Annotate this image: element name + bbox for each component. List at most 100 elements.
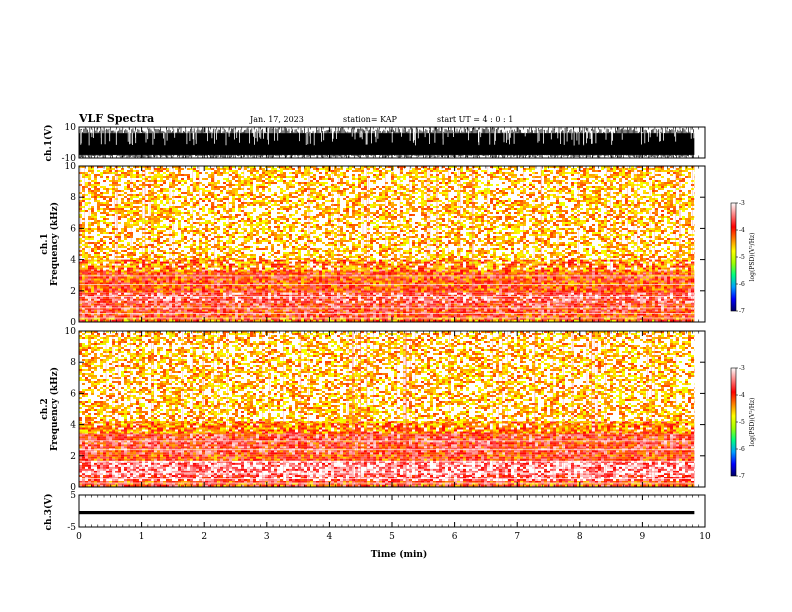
ch1-waveform-gaps [80,127,695,146]
spectrogram-cell [253,278,256,281]
spectrogram-cell [313,317,316,320]
spectrogram-cell [91,278,94,281]
spectrogram-cell [511,319,514,322]
spectrogram-cell [85,300,88,303]
spectrogram-cell [235,272,238,275]
spectrogram-cell [202,296,205,299]
spectrogram-cell [79,317,82,320]
spectrogram-cell [262,270,265,273]
spectrogram-cell [628,292,631,295]
spectrogram-cell [520,298,523,301]
spectrogram-cell [316,303,319,306]
spectrogram-cell [322,278,325,281]
spectrogram-cell [295,303,298,306]
spectrogram-cell [100,305,103,308]
spectrogram-cell [163,280,166,283]
spectrogram-cell [517,313,520,316]
spectrogram-cell [460,292,463,295]
spectrogram-cell [133,307,136,310]
spectrogram-cell [553,276,556,279]
spectrogram-cell [376,292,379,295]
spectrogram-cell [121,303,124,306]
spectrogram-cell [283,294,286,297]
spectrogram-cell [538,298,541,301]
spectrogram-cell [118,303,121,306]
spectrogram-cell [193,305,196,308]
spectrogram-cell [121,294,124,297]
spectrogram-cell [670,276,673,279]
spectrogram-cell [520,315,523,318]
spectrogram-cell [559,317,562,320]
spectrogram-cell [289,307,292,310]
spectrogram-cell [223,292,226,295]
spectrogram-cell [382,307,385,310]
spectrogram-cell [112,317,115,320]
spectrogram-cell [289,294,292,297]
spectrogram-cell [511,296,514,299]
spectrogram-cell [379,309,382,312]
spectrogram-cell [232,313,235,316]
station-label: station= KAP [343,115,398,124]
spectrogram-cell [79,298,82,301]
spectrogram-cell [157,307,160,310]
spectrogram-cell [241,276,244,279]
spectrogram-cell [676,294,679,297]
spectrogram-cell [598,296,601,299]
spectrogram-cell [316,298,319,301]
spectrogram-cell [628,315,631,318]
spectrogram-cell [547,307,550,310]
spectrogram-cell [184,309,187,312]
spectrogram-cell [361,276,364,279]
spectrogram-cell [91,311,94,314]
spectrogram-cell [286,313,289,316]
spectrogram-cell [634,272,637,275]
spectrogram-cell [94,307,97,310]
spectrogram-cell [223,278,226,281]
spectrogram-cell [160,298,163,301]
spectrogram-cell [283,317,286,320]
spectrogram-cell [478,270,481,273]
spectrogram-cell [391,305,394,308]
spectrogram-cell [211,319,214,322]
spectrogram-cell [301,276,304,279]
spectrogram-cell [463,319,466,322]
spectrogram-cell [604,315,607,318]
spectrogram-cell [568,296,571,299]
spectrogram-cell [280,319,283,322]
spectrogram-cell [475,313,478,316]
spectrogram-cell [466,311,469,314]
spectrogram-cell [646,311,649,314]
spectrogram-cell [406,303,409,306]
spectrogram-cell [202,315,205,318]
spectrogram-cell [208,307,211,310]
spectrogram-cell [535,303,538,306]
spectrogram-cell [619,311,622,314]
spectrogram-cell [493,296,496,299]
spectrogram-cell [445,319,448,322]
spectrogram-cell [487,303,490,306]
spectrogram-cell [502,311,505,314]
spectrogram-cell [364,309,367,312]
spectrogram-cell [667,305,670,308]
spectrogram-cell [286,278,289,281]
spectrogram-cell [334,307,337,310]
spectrogram-cell [364,274,367,277]
spectrogram-cell [688,317,691,320]
spectrogram-cell [544,307,547,310]
spectrogram-cell [421,274,424,277]
spectrogram-cell [418,307,421,310]
spectrogram-cell [361,298,364,301]
spectrogram-cell [532,274,535,277]
spectrogram-cell [673,298,676,301]
spectrogram-cell [151,315,154,318]
spectrogram-cell [217,274,220,277]
spectrogram-cell [142,315,145,318]
spectrogram-cell [82,294,85,297]
spectrogram-cell [421,311,424,314]
spectrogram-cell [151,272,154,275]
spectrogram-cell [382,276,385,279]
spectrogram-cell [601,311,604,314]
spectrogram-cell [493,276,496,279]
spectrogram-cell [469,274,472,277]
spectrogram-cell [613,274,616,277]
